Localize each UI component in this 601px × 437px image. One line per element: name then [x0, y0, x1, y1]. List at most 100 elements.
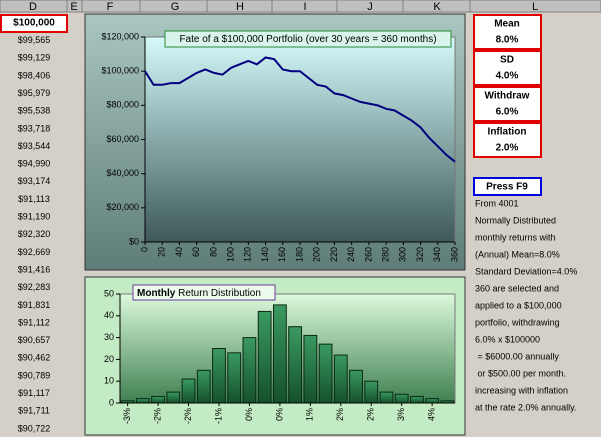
cell-value: $93,174: [18, 176, 51, 186]
column-letter: F: [107, 1, 114, 13]
bar: [410, 395, 424, 404]
plot-area: [144, 36, 456, 243]
x-tick-label: 4%: [427, 408, 437, 421]
title-box: [164, 30, 452, 48]
y-tick-label: $20,000: [106, 202, 139, 212]
x-tick-label: 140: [260, 247, 270, 262]
bar: [135, 398, 150, 404]
x-tick-label: 3%: [396, 408, 406, 421]
x-tick-label: 240: [346, 247, 356, 262]
bar: [257, 310, 272, 404]
x-tick-label: -1%: [213, 408, 223, 424]
y-tick-label: $100,000: [101, 66, 139, 76]
cell-value: $99,565: [18, 35, 51, 45]
plot-area: [119, 293, 456, 404]
cell-value: $90,462: [18, 353, 51, 363]
bar: [333, 354, 348, 404]
x-tick-label: 180: [294, 247, 304, 262]
bar: [272, 304, 287, 404]
column-letter: J: [367, 1, 373, 13]
bar: [349, 369, 363, 404]
x-tick-label: 40: [174, 247, 184, 257]
column-letter: H: [236, 1, 244, 13]
y-tick-label: $60,000: [106, 134, 139, 144]
param-box: [473, 50, 542, 86]
column-letter: I: [303, 1, 306, 13]
bar: [151, 395, 165, 404]
note-line: From 4001: [475, 198, 519, 208]
param-value: 8.0%: [496, 35, 519, 46]
cell-value: $95,538: [18, 106, 51, 116]
column-letter: E: [70, 1, 77, 13]
x-tick-label: 100: [225, 247, 235, 262]
note-line: or $500.00 per month.: [475, 368, 566, 378]
y-tick-label: $40,000: [106, 168, 139, 178]
note-line: increasing with inflation: [475, 385, 568, 395]
cell-value: $95,979: [18, 88, 51, 98]
param-box: [473, 122, 542, 158]
note-line: Normally Distributed: [475, 215, 556, 225]
cell-value: $100,000: [13, 18, 55, 29]
param-box: [473, 86, 542, 122]
column-letter: K: [433, 1, 441, 13]
param-name: SD: [500, 55, 514, 66]
x-tick-label: 260: [363, 247, 373, 262]
bar: [242, 337, 257, 404]
x-tick-label: 320: [415, 247, 425, 262]
param-value: 2.0%: [496, 143, 519, 154]
param-value: 6.0%: [496, 107, 519, 118]
column-letter: D: [29, 1, 37, 13]
y-tick-label: $120,000: [101, 31, 139, 41]
x-tick-label: 1%: [305, 408, 315, 421]
x-tick-label: 2%: [335, 408, 345, 421]
cell-value: $91,190: [18, 212, 51, 222]
note-line: 360 are selected and: [475, 283, 559, 293]
note-line: Standard Deviation=4.0%: [475, 266, 577, 276]
bar: [303, 334, 318, 404]
note-line: portfolio, withdrawing: [475, 317, 560, 327]
x-tick-label: 120: [243, 247, 253, 262]
bar: [364, 380, 379, 404]
cell-value: $99,129: [18, 53, 51, 63]
x-tick-label: 0: [139, 247, 149, 252]
cell-value: $91,117: [18, 388, 50, 398]
selected-cell: [0, 14, 68, 33]
chart-title: Monthly Return Distribution: [137, 288, 261, 299]
x-tick-label: 360: [449, 247, 459, 262]
cell-value: $90,789: [18, 370, 51, 380]
x-tick-label: 220: [329, 247, 339, 262]
y-tick-label: 10: [104, 376, 114, 386]
y-tick-label: 20: [104, 354, 114, 364]
x-tick-label: 200: [312, 247, 322, 262]
x-tick-label: 300: [398, 247, 408, 262]
cell-value: $91,831: [18, 300, 51, 310]
x-tick-label: 2%: [366, 408, 376, 421]
title-box: [132, 284, 276, 301]
bar: [379, 391, 394, 404]
button[interactable]: [473, 177, 542, 196]
column-letter: G: [171, 1, 180, 13]
bar: [166, 391, 181, 404]
y-tick-label: $0: [129, 236, 139, 246]
param-name: Withdraw: [485, 91, 530, 102]
portfolio-line: [144, 56, 456, 163]
x-tick-label: 80: [208, 247, 218, 257]
bar: [212, 348, 226, 404]
x-tick-label: -2%: [152, 408, 162, 424]
bar: [227, 352, 242, 404]
chart-title: Fate of a $100,000 Portfolio (over 30 ye…: [179, 34, 436, 45]
param-name: Mean: [494, 19, 520, 30]
bar: [288, 326, 303, 404]
param-name: Inflation: [488, 127, 527, 138]
cell-value: $91,113: [18, 194, 50, 204]
button-label: Press F9: [486, 182, 528, 193]
param-box: [473, 14, 542, 50]
bar: [318, 343, 333, 404]
cell-value: $91,711: [18, 406, 50, 416]
cell-value: $91,416: [18, 264, 51, 274]
x-tick-label: 0%: [274, 408, 284, 421]
note-line: = $6000.00 annually: [475, 351, 559, 361]
note-line: (Annual) Mean=8.0%: [475, 249, 560, 259]
